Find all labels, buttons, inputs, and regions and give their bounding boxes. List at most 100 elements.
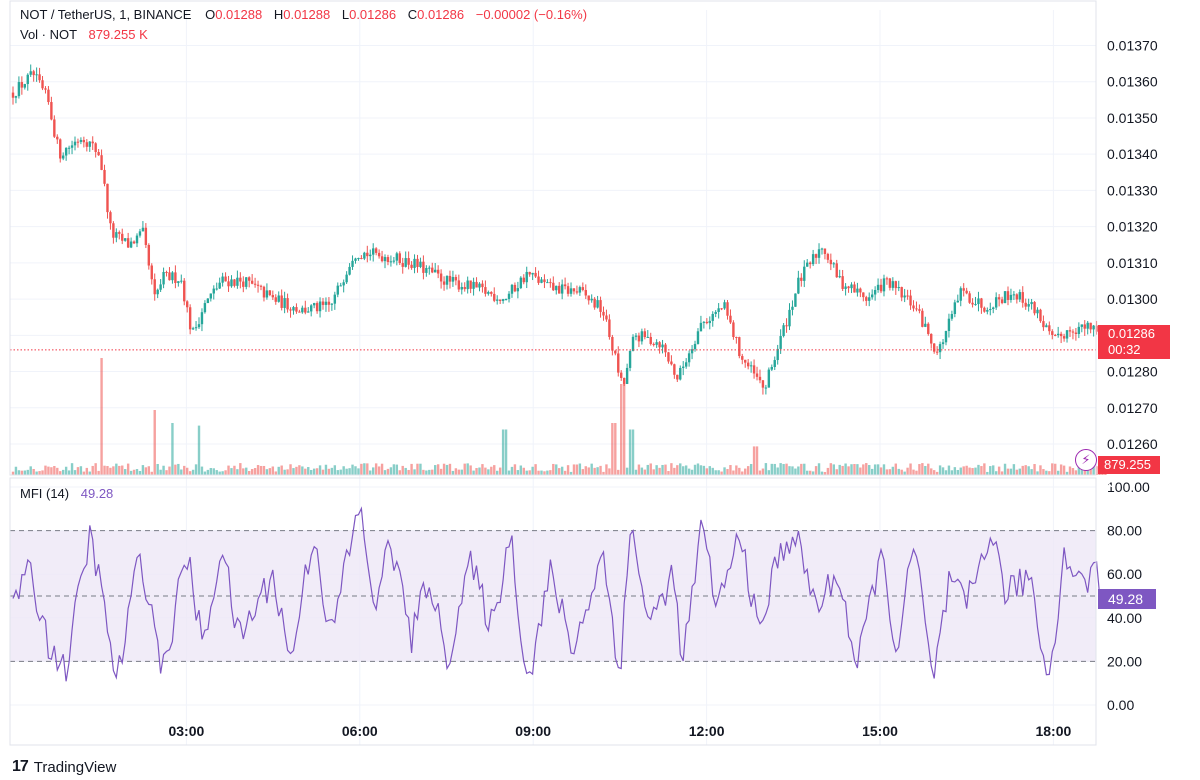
volume-bar bbox=[47, 466, 50, 475]
volume-bar bbox=[865, 463, 868, 475]
last-price-value: 0.01286 bbox=[1108, 326, 1155, 341]
time-axis[interactable]: 03:00 06:00 09:00 12:00 15:00 18:00 bbox=[168, 723, 1071, 739]
candle-body bbox=[478, 283, 481, 288]
volume-bar bbox=[1054, 463, 1057, 475]
candle-body bbox=[242, 281, 245, 287]
volume-bar bbox=[135, 469, 139, 475]
candle-body bbox=[1083, 324, 1086, 329]
volume-bar bbox=[271, 466, 275, 475]
candle-body bbox=[921, 310, 924, 327]
volume-bar bbox=[53, 466, 56, 475]
volume-bar bbox=[531, 466, 534, 475]
price-axis[interactable]: 0.01370 0.01360 0.01350 0.01340 0.01330 0.013… bbox=[1107, 37, 1158, 452]
volume-bar bbox=[265, 469, 269, 475]
candle-body bbox=[670, 361, 673, 365]
lightning-icon[interactable]: ⚡ bbox=[1075, 449, 1097, 471]
volume-bar bbox=[758, 470, 762, 475]
candle-body bbox=[259, 285, 263, 287]
candle-body bbox=[590, 298, 593, 301]
candle-body bbox=[82, 139, 86, 143]
volume-bar bbox=[56, 467, 59, 475]
candle-body bbox=[617, 353, 620, 373]
volume-bar bbox=[1056, 470, 1060, 475]
candle-body bbox=[389, 261, 393, 263]
candle-body bbox=[684, 362, 688, 367]
candle-body bbox=[569, 288, 573, 294]
candle-body bbox=[23, 84, 27, 88]
volume-bar bbox=[1042, 469, 1045, 475]
volume-bar bbox=[519, 465, 523, 475]
volume-bar bbox=[655, 465, 658, 475]
candle-body bbox=[720, 308, 723, 310]
candle-body bbox=[992, 307, 995, 309]
mfi-legend[interactable]: MFI (14) 49.28 bbox=[20, 486, 113, 501]
symbol-legend[interactable]: NOT / TetherUS, 1, BINANCE O0.01288 H0.0… bbox=[20, 7, 587, 22]
candle-body bbox=[159, 284, 162, 290]
volume-bar bbox=[312, 468, 316, 475]
candle-body bbox=[53, 119, 56, 137]
volume-bar bbox=[395, 464, 399, 475]
candle-body bbox=[986, 310, 989, 312]
candle-body bbox=[469, 280, 472, 289]
candle-body bbox=[903, 295, 906, 298]
volume-bar bbox=[94, 463, 97, 475]
symbol-name[interactable]: NOT / TetherUS, 1, BINANCE bbox=[20, 7, 192, 22]
candle-body bbox=[676, 374, 679, 380]
volume-bar bbox=[546, 470, 549, 475]
candle-body bbox=[625, 367, 629, 384]
volume-bar bbox=[342, 466, 345, 475]
volume-bar bbox=[70, 463, 74, 475]
low-label: L bbox=[341, 7, 350, 22]
candle-body bbox=[345, 274, 348, 283]
candle-body bbox=[47, 89, 50, 103]
volume-bar bbox=[144, 467, 148, 475]
volume-bar bbox=[88, 471, 91, 475]
volume-bar bbox=[602, 471, 605, 475]
candle-body bbox=[1068, 330, 1072, 332]
candle-body bbox=[563, 284, 567, 287]
volume-bar bbox=[374, 463, 378, 475]
candle-body bbox=[723, 302, 726, 309]
change-value: −0.00002 (−0.16%) bbox=[475, 7, 588, 22]
candle-body bbox=[56, 136, 59, 140]
candle-body bbox=[726, 302, 729, 316]
volume-bar bbox=[968, 467, 971, 475]
volume-bar bbox=[605, 464, 608, 475]
candle-body bbox=[448, 275, 452, 282]
tradingview-logo[interactable]: 17 TradingView bbox=[12, 758, 116, 776]
volume-bar bbox=[950, 470, 954, 475]
candle-body bbox=[882, 278, 886, 292]
candle-body bbox=[956, 300, 959, 303]
volume-legend[interactable]: Vol · NOT 879.255 K bbox=[20, 27, 148, 42]
volume-bar bbox=[439, 468, 443, 475]
volume-bar bbox=[625, 467, 629, 475]
volume-bar bbox=[572, 464, 576, 475]
volume-bar bbox=[245, 467, 248, 475]
volume-bar bbox=[239, 463, 242, 475]
volume-bar bbox=[481, 464, 484, 475]
volume-bar bbox=[1033, 464, 1036, 475]
candle-body bbox=[253, 283, 257, 285]
candle-body bbox=[622, 377, 626, 384]
candle-body bbox=[91, 141, 94, 144]
candle-body bbox=[413, 258, 416, 268]
volume-bar bbox=[729, 465, 732, 475]
candle-body bbox=[696, 331, 700, 344]
mfi-axis[interactable]: 100.00 80.00 60.00 40.00 20.00 0.00 bbox=[1107, 479, 1150, 713]
volume-bar bbox=[749, 463, 753, 475]
candle-body bbox=[950, 313, 954, 319]
candle-body bbox=[658, 342, 661, 348]
volume-bar bbox=[811, 471, 815, 475]
volume-bar bbox=[147, 466, 151, 475]
candle-body bbox=[965, 290, 968, 294]
candle-body bbox=[870, 294, 874, 298]
volume-bar bbox=[1003, 463, 1007, 475]
volume-bar bbox=[11, 471, 15, 475]
volume-bar bbox=[321, 469, 325, 475]
candle-body bbox=[558, 285, 561, 294]
volume-bar bbox=[693, 464, 697, 475]
candle-body bbox=[26, 74, 29, 85]
candle-body bbox=[868, 297, 871, 301]
volume-bar bbox=[1068, 466, 1072, 475]
